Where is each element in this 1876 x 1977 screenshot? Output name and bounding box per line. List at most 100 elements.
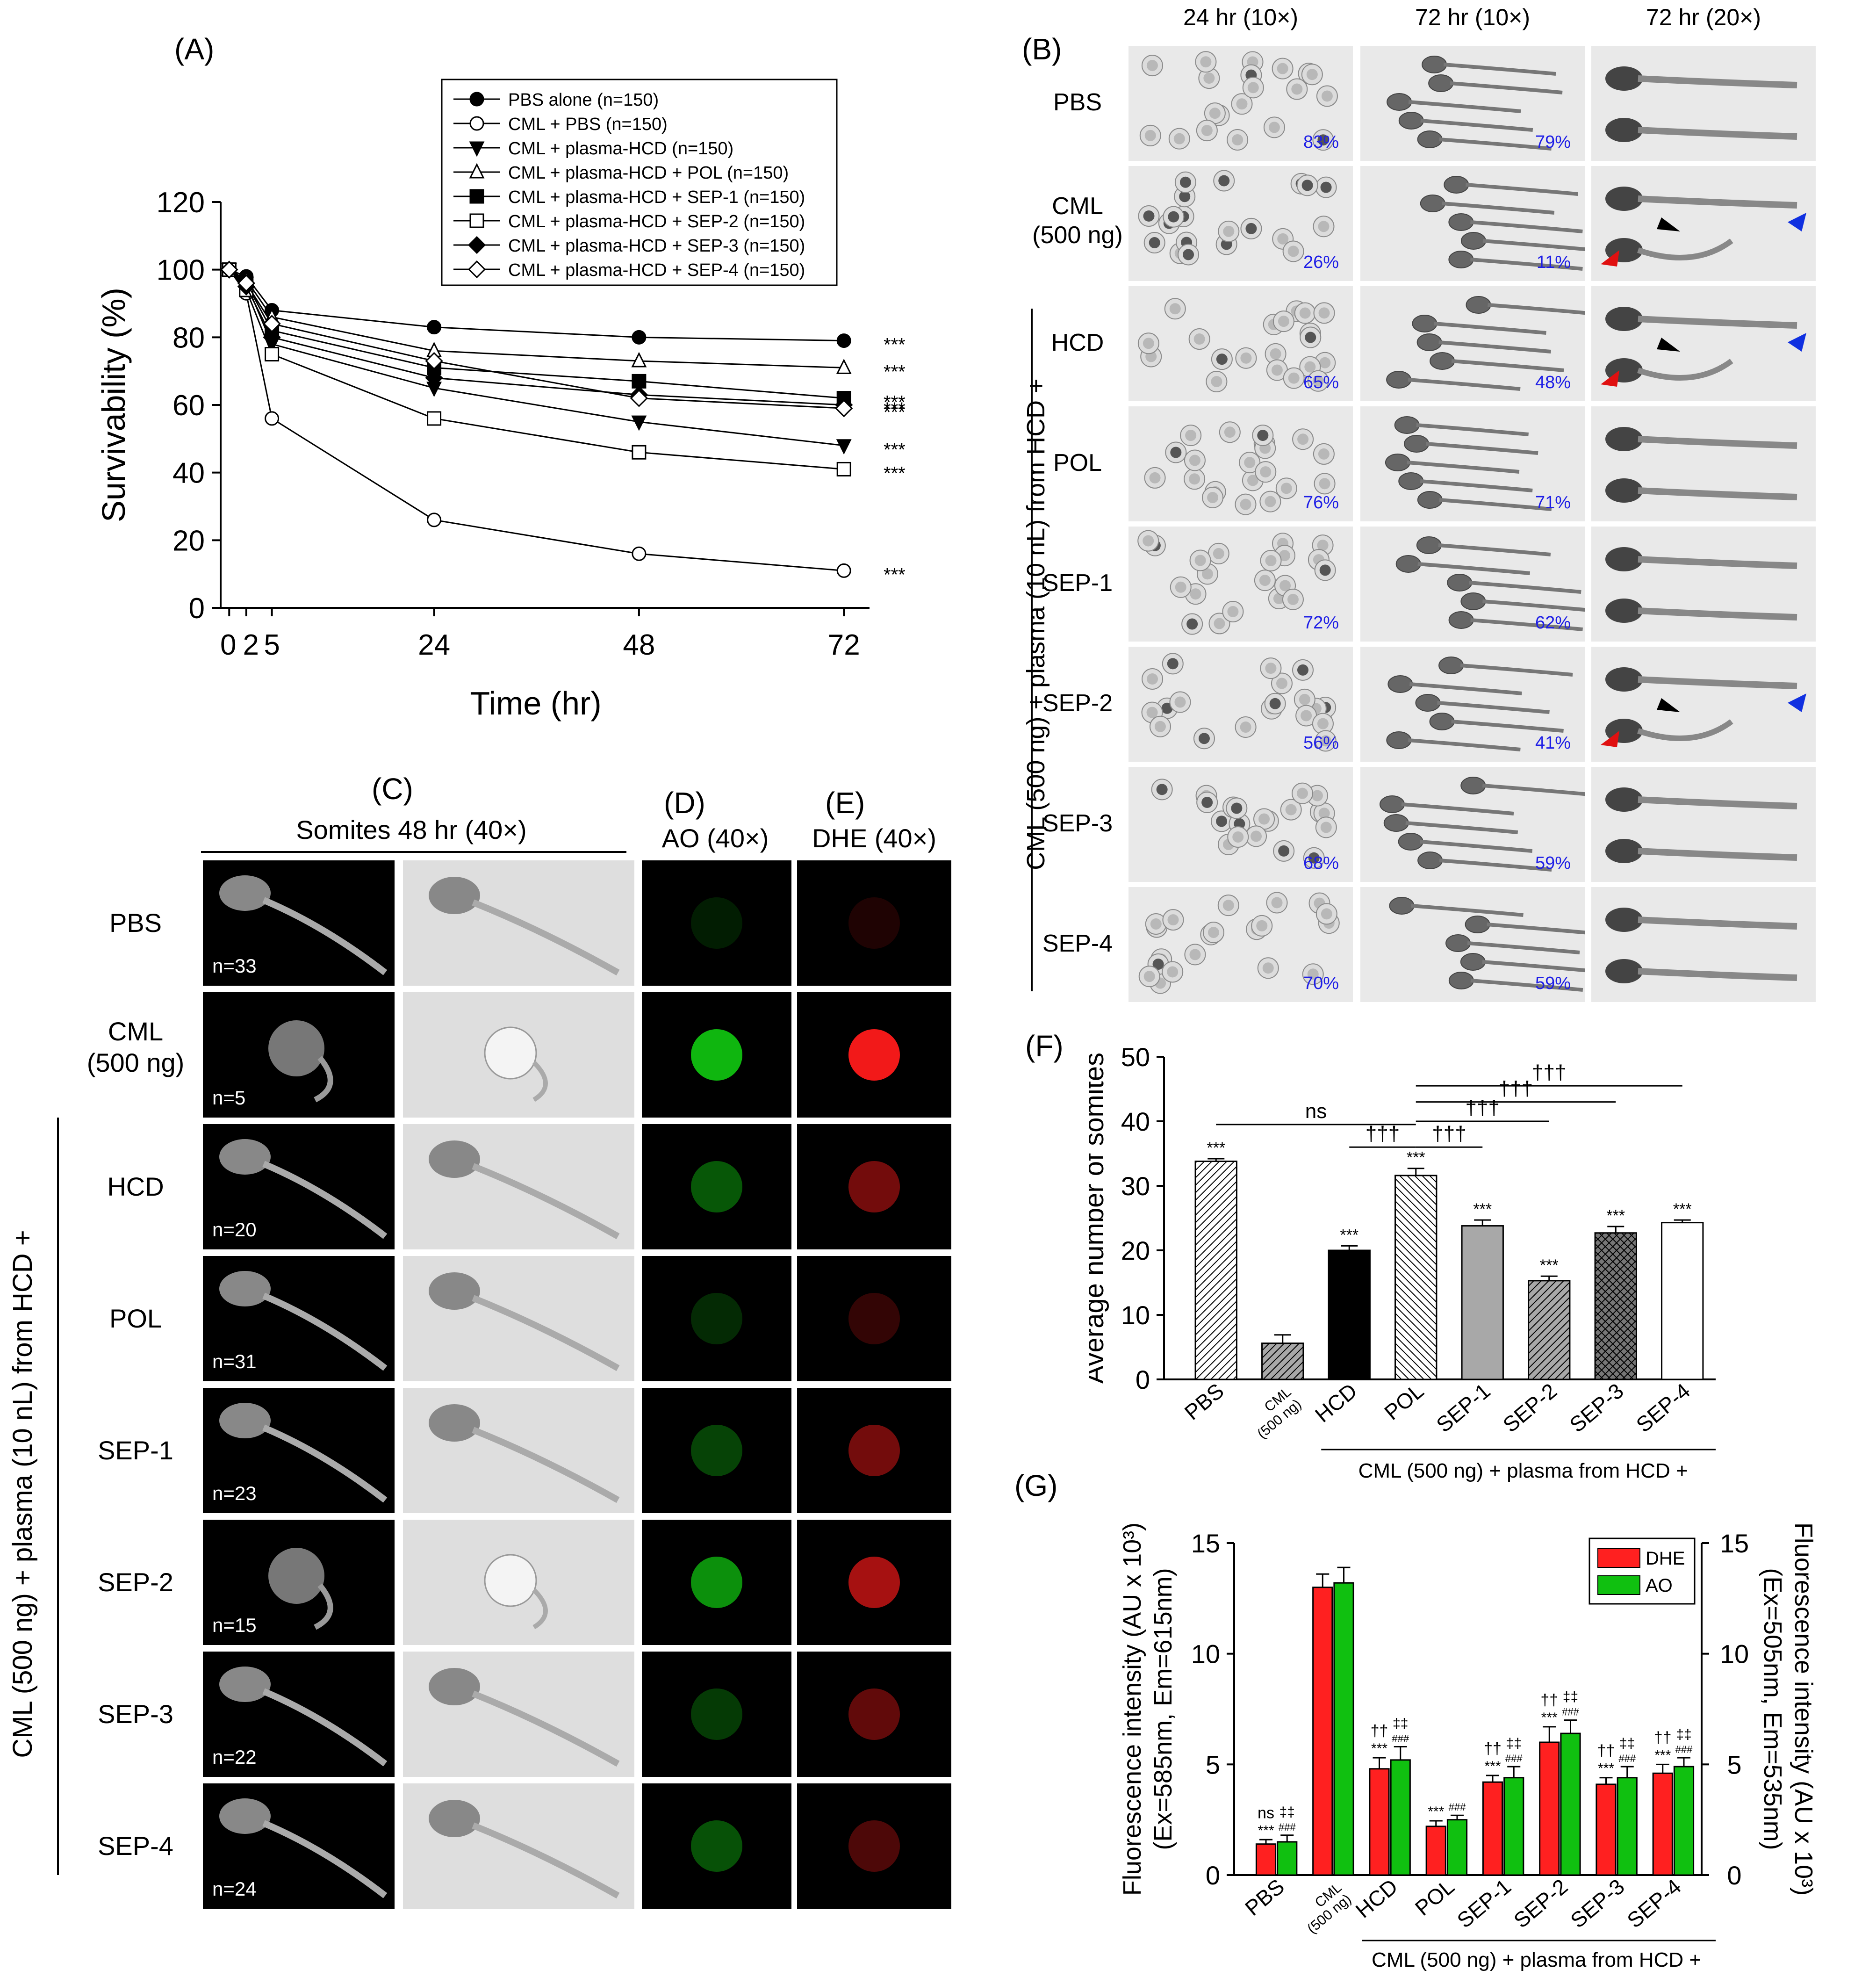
larva-head: [1412, 315, 1438, 332]
embryo-image: 56%: [1128, 647, 1353, 762]
larva-tail: [1438, 340, 1552, 354]
significance-mark: ***: [884, 564, 906, 585]
y-tick-label: 0: [1136, 1365, 1150, 1394]
data-point: [632, 330, 647, 345]
yolk: [1227, 606, 1239, 617]
larva-head: [1379, 795, 1405, 813]
bar: [1277, 1841, 1298, 1876]
yolk: [1169, 303, 1181, 315]
series-2: [221, 263, 852, 455]
legend-marker: [469, 189, 484, 204]
data-point: [632, 546, 647, 561]
embryo-drawing: [1605, 787, 1797, 863]
panel-label-f: (F): [1025, 1029, 1064, 1063]
brightfield-image: [403, 1783, 634, 1909]
y-tick-label: 5: [1206, 1750, 1220, 1779]
ao-drawing: [691, 1557, 742, 1608]
embryo-image: 71%: [1360, 406, 1585, 521]
dhe-drawing: [848, 1688, 900, 1740]
series-line: [229, 269, 844, 447]
significance-mark-top: ‡‡: [1676, 1727, 1691, 1742]
series-1: [222, 262, 851, 578]
larva-head: [1398, 112, 1424, 130]
brightfield-image: [403, 1388, 634, 1513]
yolk: [1304, 361, 1316, 373]
bar: [1261, 1342, 1304, 1380]
dhe-signal: [848, 1293, 900, 1344]
row-label: PBS: [1053, 89, 1102, 116]
significance-mark-top: ns: [1258, 1804, 1274, 1822]
embryo-drawing: [1137, 530, 1336, 635]
legend-entry: CML + plasma-HCD + SEP-4 (n=150): [508, 260, 805, 280]
yolk: [1183, 249, 1194, 260]
yolk: [1149, 472, 1161, 483]
embryo-head: [219, 875, 271, 911]
embryo-head: [429, 1404, 480, 1442]
embryo-image: 41%: [1360, 647, 1585, 762]
larva-head: [1383, 814, 1409, 832]
yolk: [1318, 307, 1330, 319]
bar: [1394, 1175, 1438, 1380]
row-label: SEP-4: [1042, 930, 1113, 957]
y-axis-title: Survivability (%): [95, 288, 132, 522]
category-text: SEP-4: [1623, 1874, 1686, 1933]
embryo-drawing: [1138, 892, 1340, 994]
larva-tail: [1450, 81, 1563, 94]
significance-mark-top: ‡‡: [1393, 1716, 1408, 1731]
larva-tail: [1487, 923, 1585, 935]
yolk: [1189, 949, 1201, 960]
embryo-image: [1591, 647, 1816, 762]
larva-tail: [1409, 682, 1522, 695]
survival-percent-24h: 26%: [1303, 253, 1339, 272]
yolk: [1170, 447, 1182, 458]
larva-head: [1448, 972, 1474, 989]
yolk: [1231, 802, 1243, 814]
yolk: [1291, 83, 1303, 95]
larva-head: [1417, 130, 1443, 148]
ao-drawing: [691, 1029, 742, 1081]
series-5: [222, 262, 851, 476]
embryo-drawing: [1137, 298, 1336, 393]
embryo-drawing: [1387, 56, 1563, 151]
yolk: [1320, 181, 1332, 193]
significance-mark: ***: [1428, 1804, 1444, 1819]
larva-tail: [1401, 802, 1514, 815]
yolk: [1270, 348, 1281, 360]
category-text: POL: [1380, 1378, 1428, 1425]
larva-head: [1447, 574, 1473, 592]
ao-fluorescence-image: [642, 1388, 791, 1513]
embryo-drawing: [1420, 176, 1585, 271]
category-text: PBS: [1240, 1874, 1289, 1920]
somites-title-rule: [201, 851, 626, 853]
y-axis-title-line: Fluorescence intensity (AU x 10³): [1790, 1522, 1818, 1896]
yolk: [1318, 448, 1330, 460]
legend-marker: [469, 213, 484, 228]
yolk: [1247, 82, 1259, 94]
dhe-fluorescence-image: [797, 1256, 951, 1381]
category-text: SEP-4: [1632, 1378, 1695, 1437]
larva-tail: [1439, 498, 1552, 511]
embryo-drawing: [1389, 897, 1585, 992]
group-label: CML (500 ng) + plasma (10 nL) from HCD +: [7, 1230, 38, 1758]
embryo-drawing: [1144, 421, 1336, 515]
tail-arrow: [1788, 693, 1806, 712]
embryo-tail: [472, 899, 620, 976]
bar: [1560, 1732, 1581, 1876]
row-label: SEP-1: [98, 1436, 173, 1465]
larva-head: [1460, 777, 1486, 794]
larva-tail: [1439, 137, 1552, 151]
yolk: [1320, 822, 1332, 833]
series-line: [229, 269, 844, 406]
y-tick-label-right: 10: [1720, 1639, 1749, 1669]
row-label: CML (500 ng): [86, 1017, 185, 1078]
significance-mark: ###: [1675, 1744, 1693, 1755]
larva-head: [1404, 435, 1430, 453]
row-label: SEP-2: [98, 1567, 173, 1597]
yolk: [1319, 478, 1330, 490]
larva-head: [1460, 953, 1486, 971]
bar: [1617, 1777, 1638, 1876]
ao-drawing: [691, 1293, 742, 1344]
embryo-tail: [314, 1583, 333, 1630]
dhe-fluorescence-image: [797, 1652, 951, 1777]
